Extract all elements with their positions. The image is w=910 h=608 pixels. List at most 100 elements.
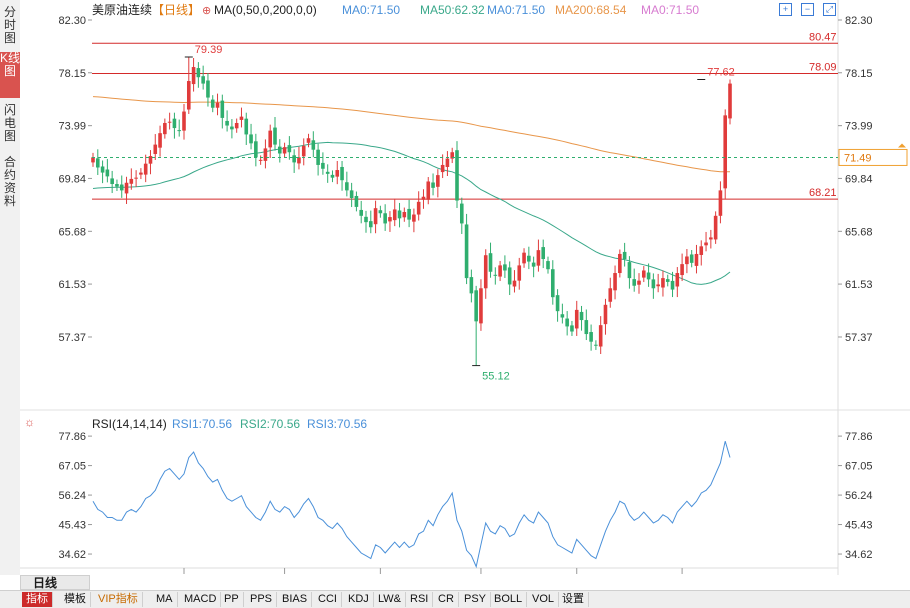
candle[interactable] <box>531 256 536 278</box>
candle[interactable] <box>316 143 320 176</box>
candle[interactable] <box>613 265 617 300</box>
candle[interactable] <box>129 168 134 190</box>
candle[interactable] <box>158 125 162 157</box>
candle[interactable] <box>421 189 426 209</box>
candle[interactable] <box>713 211 718 244</box>
candle[interactable] <box>373 200 378 234</box>
candle[interactable] <box>445 151 450 177</box>
candle[interactable] <box>694 244 699 274</box>
candle[interactable] <box>383 204 387 231</box>
indicator-tab-13[interactable]: PSY <box>460 592 492 607</box>
candle[interactable] <box>594 340 598 350</box>
candle[interactable] <box>321 152 325 175</box>
candle[interactable] <box>709 229 713 249</box>
candle[interactable] <box>469 269 474 303</box>
candle[interactable] <box>603 298 608 335</box>
candle[interactable] <box>646 263 651 287</box>
indicator-tab-2[interactable]: VIP指标 <box>94 592 143 607</box>
candle[interactable] <box>172 112 177 139</box>
candle[interactable] <box>110 170 114 194</box>
candle[interactable] <box>225 110 229 132</box>
kline-chart[interactable]: 80.47 78.09 68.21 79.39 55.12 77.62 82.30 82.… <box>0 0 910 575</box>
candle[interactable] <box>560 303 565 324</box>
candle[interactable] <box>153 134 158 160</box>
tab-timeshare[interactable]: 分时图 <box>0 6 20 45</box>
indicator-tab-14[interactable]: BOLL <box>490 592 528 607</box>
candle[interactable] <box>479 279 483 331</box>
zoom-in-icon[interactable]: + <box>779 3 792 16</box>
candle[interactable] <box>661 270 665 297</box>
candle[interactable] <box>115 179 119 192</box>
candle[interactable] <box>215 93 220 116</box>
candle[interactable] <box>177 119 182 137</box>
candle[interactable] <box>555 289 560 322</box>
candle[interactable] <box>426 177 431 205</box>
candle[interactable] <box>402 207 407 222</box>
candle[interactable] <box>368 210 373 234</box>
candle[interactable] <box>91 152 95 167</box>
candle[interactable] <box>335 161 340 185</box>
candle[interactable] <box>354 191 359 212</box>
candle[interactable] <box>254 133 258 167</box>
candle[interactable] <box>378 205 383 218</box>
candle[interactable] <box>598 316 603 355</box>
candle[interactable] <box>483 249 488 299</box>
period-tab[interactable]: 日线 <box>20 575 90 590</box>
candle[interactable] <box>244 112 249 145</box>
candle[interactable] <box>608 277 613 308</box>
candle[interactable] <box>474 285 478 366</box>
candle[interactable] <box>503 255 507 278</box>
candle[interactable] <box>167 112 172 130</box>
candle[interactable] <box>134 170 138 187</box>
candle[interactable] <box>656 273 660 293</box>
candle[interactable] <box>407 199 411 228</box>
candle[interactable] <box>550 260 555 305</box>
candle[interactable] <box>689 250 694 268</box>
tab-flash[interactable]: 闪电图 <box>0 104 20 143</box>
indicator-tab-6[interactable]: PPS <box>246 592 278 607</box>
indicator-tab-10[interactable]: LW& <box>374 592 407 607</box>
candle[interactable] <box>292 149 296 173</box>
indicator-tab-3[interactable]: MA <box>152 592 178 607</box>
candle[interactable] <box>574 300 579 336</box>
candle[interactable] <box>565 311 569 336</box>
candle[interactable] <box>675 267 680 298</box>
candle[interactable] <box>493 267 498 285</box>
candle[interactable] <box>210 95 215 113</box>
candle[interactable] <box>665 274 670 287</box>
candle[interactable] <box>340 161 344 191</box>
candle[interactable] <box>220 94 225 129</box>
tab-contract-info[interactable]: 合约资料 <box>0 156 20 208</box>
indicator-tab-1[interactable]: 模板 <box>60 592 91 607</box>
candle[interactable] <box>459 197 464 234</box>
candle[interactable] <box>392 198 397 227</box>
candle[interactable] <box>364 210 368 233</box>
candle[interactable] <box>728 79 732 125</box>
candle[interactable] <box>287 136 292 160</box>
candle[interactable] <box>306 133 311 148</box>
zoom-out-icon[interactable]: − <box>801 3 814 16</box>
candle[interactable] <box>584 309 589 341</box>
tab-kline[interactable]: K线图 <box>0 52 20 98</box>
candle[interactable] <box>119 175 124 198</box>
candle[interactable] <box>105 158 110 183</box>
candle[interactable] <box>498 260 502 282</box>
fullscreen-icon[interactable]: ⤢ <box>823 3 836 16</box>
candle[interactable] <box>330 170 335 183</box>
candle[interactable] <box>349 182 354 208</box>
candle[interactable] <box>541 239 546 269</box>
candle[interactable] <box>627 256 632 289</box>
candle[interactable] <box>249 123 253 150</box>
candle[interactable] <box>637 273 641 294</box>
candle[interactable] <box>148 150 153 175</box>
candle[interactable] <box>412 208 416 233</box>
indicator-tab-16[interactable]: 设置 <box>558 592 589 607</box>
candle[interactable] <box>527 246 531 270</box>
candle[interactable] <box>163 118 167 139</box>
indicator-tab-11[interactable]: RSI <box>406 592 434 607</box>
candle[interactable] <box>507 261 512 296</box>
candle[interactable] <box>416 191 421 221</box>
candle[interactable] <box>680 253 684 282</box>
candle[interactable] <box>196 62 201 88</box>
candle[interactable] <box>685 248 689 274</box>
